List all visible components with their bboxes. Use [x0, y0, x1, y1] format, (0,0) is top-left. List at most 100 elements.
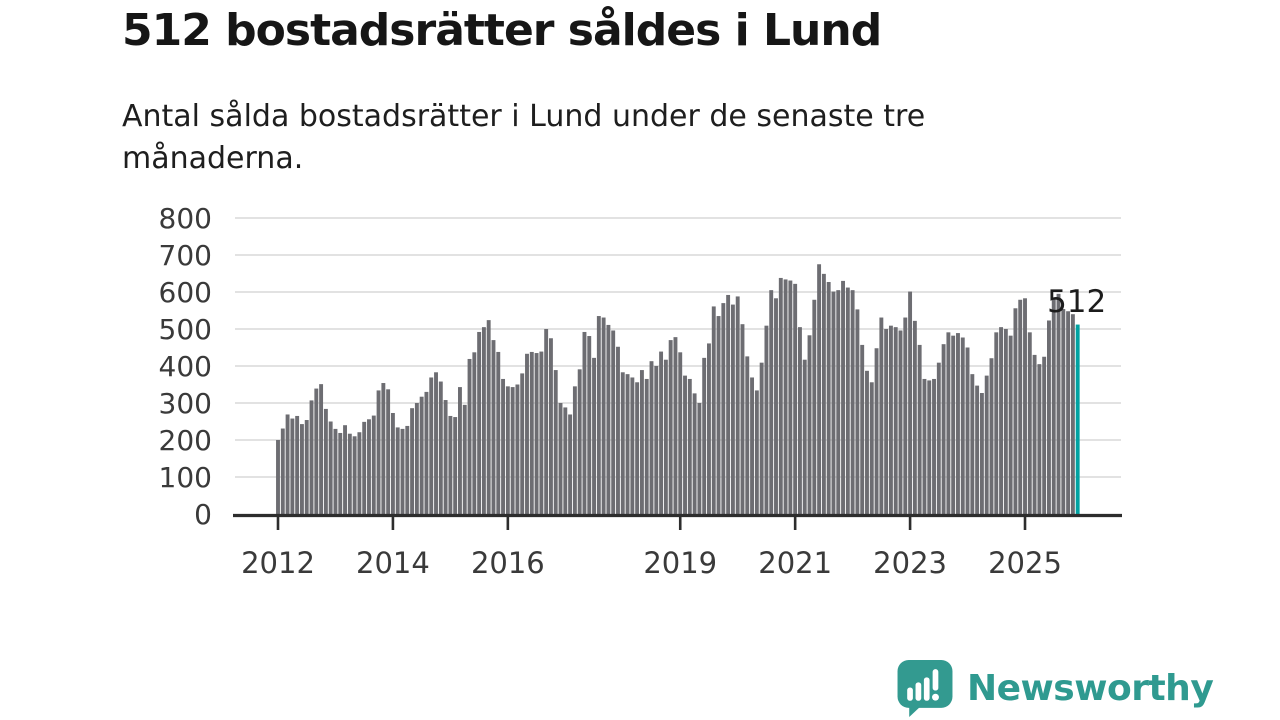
bar-month	[534, 353, 539, 514]
bar-month	[501, 378, 506, 514]
bar-month	[855, 309, 860, 514]
bar-month	[826, 282, 831, 514]
bar-month	[735, 296, 740, 514]
bar-month	[510, 387, 515, 514]
bar-month	[673, 337, 678, 514]
bar-month	[726, 294, 731, 514]
bar-month	[759, 362, 764, 514]
bar-month	[922, 378, 927, 514]
bar-month	[932, 378, 936, 514]
bar-month	[472, 352, 477, 514]
bar-month	[649, 361, 654, 514]
bar-month	[309, 400, 314, 514]
bar-month	[869, 382, 874, 514]
y-tick-label: 0	[194, 498, 212, 531]
bar-month	[276, 440, 280, 514]
bar-month	[548, 338, 553, 514]
bar-month	[888, 325, 893, 514]
bar-month	[788, 280, 793, 514]
brand-footer: Newsworthy	[896, 659, 1214, 717]
bar-month	[639, 370, 644, 514]
bar-month	[730, 304, 735, 514]
bar-month	[395, 427, 400, 514]
bar-month	[625, 374, 630, 514]
bar-month	[376, 390, 381, 514]
bar-month	[606, 324, 611, 514]
bar-month	[831, 291, 836, 514]
bar-month	[979, 393, 984, 514]
bar-month	[616, 346, 620, 514]
bar-month	[711, 306, 716, 514]
y-tick-label: 700	[159, 239, 212, 272]
bar-month	[434, 372, 438, 514]
bar-month	[582, 331, 587, 514]
bar-month	[448, 415, 453, 514]
bar-month	[644, 378, 649, 514]
bar-month	[874, 348, 879, 514]
bar-month	[390, 412, 395, 514]
bar-month	[505, 386, 510, 514]
bar-month	[692, 393, 697, 514]
bar-month	[1008, 335, 1013, 514]
bar-month	[400, 428, 405, 514]
bar-month	[946, 332, 951, 514]
bar-month	[865, 370, 869, 514]
newsworthy-logo-icon	[897, 660, 953, 717]
bar-month	[668, 340, 673, 514]
bar-month	[362, 421, 367, 514]
bar-month	[520, 373, 525, 514]
bar-month	[347, 433, 352, 514]
bar-month	[860, 344, 865, 514]
bar-month	[1032, 354, 1037, 514]
bar-month	[764, 325, 769, 514]
bar-month	[1013, 308, 1018, 514]
bar-month	[654, 366, 659, 514]
x-tick-label: 2012	[241, 546, 315, 580]
bar-month	[1056, 293, 1061, 514]
bar-month	[314, 388, 319, 514]
bar-month	[841, 280, 845, 514]
brand-name: Newsworthy	[967, 667, 1214, 709]
bar-highlight	[1075, 324, 1080, 514]
bar-month	[1027, 332, 1032, 514]
bar-month	[821, 273, 826, 514]
highlight-value-label: 512	[1047, 284, 1106, 320]
bar-month	[769, 290, 774, 514]
bar-month	[956, 333, 960, 514]
bar-month	[884, 329, 889, 514]
bar-month	[587, 336, 592, 514]
bar-month	[429, 377, 434, 514]
bar-month	[807, 335, 812, 514]
y-tick-label: 800	[159, 202, 212, 235]
bar-month	[951, 335, 956, 514]
bar-month	[716, 316, 721, 514]
bar-month	[285, 414, 290, 514]
bar-month	[438, 381, 443, 514]
bar-month	[687, 378, 692, 514]
bar-month	[386, 389, 391, 514]
bar-month	[845, 287, 850, 514]
bar-month	[290, 418, 295, 514]
bar-month	[1023, 298, 1027, 514]
x-tick-label: 2014	[356, 546, 430, 580]
bar-month	[544, 329, 549, 514]
bar-month	[908, 291, 913, 514]
bar-month	[1061, 309, 1066, 514]
bar-month	[458, 387, 462, 514]
bar-month	[553, 370, 558, 514]
bar-month	[295, 415, 300, 514]
bar-month	[697, 403, 702, 514]
bar-month	[707, 343, 711, 514]
bar-month	[783, 279, 788, 514]
bar-month	[304, 420, 309, 514]
bar-month	[721, 303, 726, 514]
bar-month	[357, 432, 362, 514]
bar-month	[1047, 320, 1051, 514]
bar-month	[941, 344, 946, 514]
bar-month	[601, 317, 606, 514]
bar-month	[917, 344, 922, 514]
bar-month	[367, 419, 371, 514]
bar-month	[280, 428, 285, 514]
bar-month	[793, 283, 798, 514]
y-tick-label: 100	[159, 461, 212, 494]
